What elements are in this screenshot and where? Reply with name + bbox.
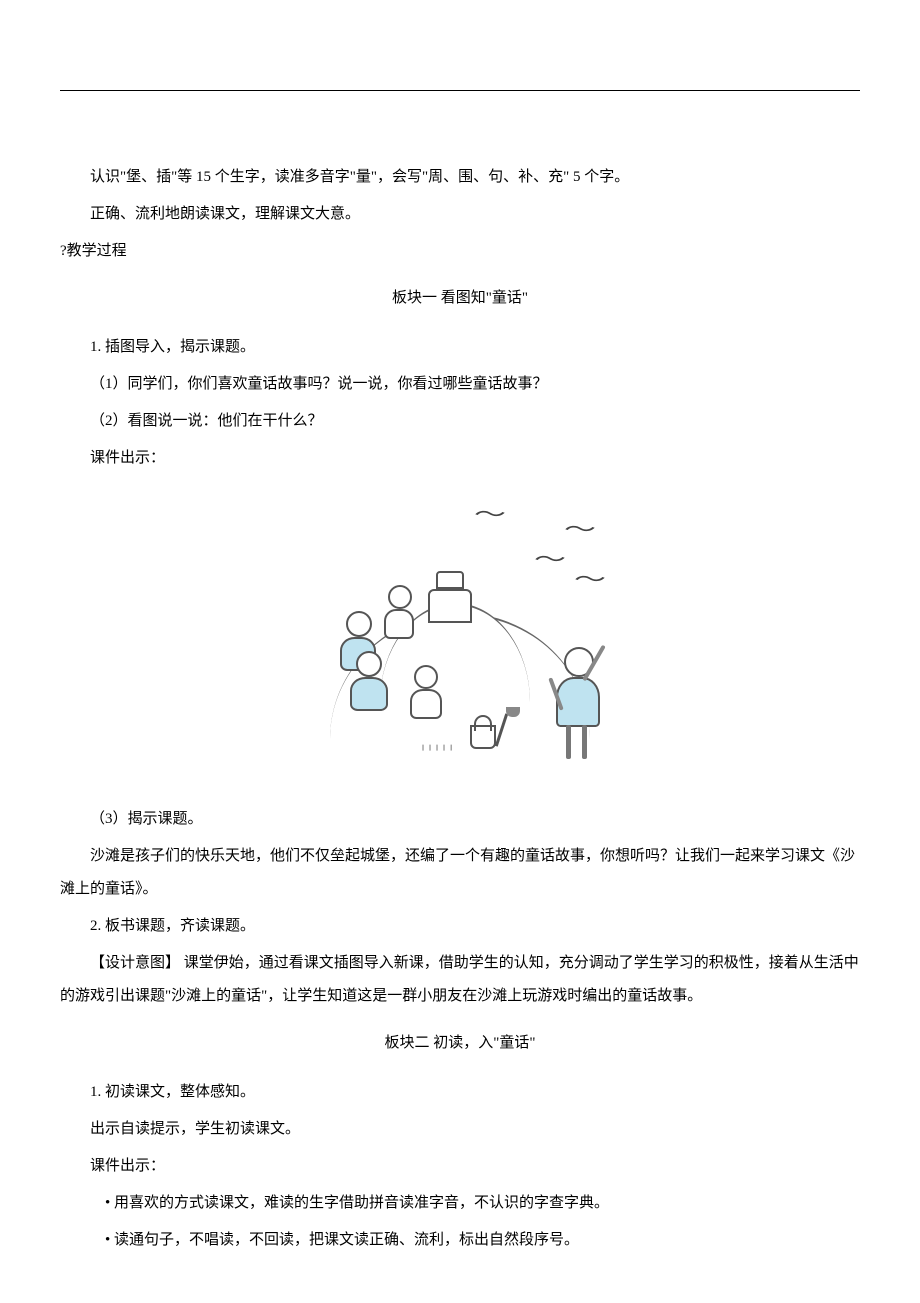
block1-title: 板块一 看图知"童话" — [60, 282, 860, 315]
bird-icon: 〜 — [564, 513, 596, 542]
goal-1-text: 认识"堡、插"等 15 个生字，读准多音字"量"，会写"周、围、句、补、充" 5… — [90, 169, 629, 185]
goal-1: 认识"堡、插"等 15 个生字，读准多音字"量"，会写"周、围、句、补、充" 5… — [60, 161, 860, 194]
block1-p1: 1. 插图导入，揭示课题。 — [60, 331, 860, 364]
bird-icon: 〜 — [474, 498, 506, 527]
teaching-process-heading: ?教学过程 — [60, 235, 860, 268]
goal-2-text: 正确、流利地朗读课文，理解课文大意。 — [90, 206, 360, 222]
castle-tower — [428, 589, 472, 623]
block1-p6: 沙滩是孩子们的快乐天地，他们不仅垒起城堡，还编了一个有趣的童话故事，你想听吗？让… — [60, 840, 860, 906]
block2-p1: 1. 初读课文，整体感知。 — [60, 1076, 860, 1109]
block1-design-intent: 【设计意图】 课堂伊始，通过看课文插图导入新课，借助学生的认知，充分调动了学生学… — [60, 947, 860, 1013]
castle-top — [436, 571, 464, 589]
block1-p2: （1）同学们，你们喜欢童话故事吗？说一说，你看过哪些童话故事？ — [60, 368, 860, 401]
shovel-blade — [506, 707, 520, 717]
block2-bullet1: • 用喜欢的方式读课文，难读的生字借助拼音读准字音，不认识的字查字典。 — [60, 1187, 860, 1220]
block2-title: 板块二 初读，入"童话" — [60, 1027, 860, 1060]
block2-bullet2: • 读通句子，不唱读，不回读，把课文读正确、流利，标出自然段序号。 — [60, 1224, 860, 1257]
block2-p2: 出示自读提示，学生初读课文。 — [60, 1113, 860, 1146]
block1-p7: 2. 板书课题，齐读课题。 — [60, 910, 860, 943]
top-rule — [60, 90, 860, 91]
bird-icon: 〜 — [534, 543, 566, 572]
bucket-icon — [470, 725, 496, 749]
bird-icon: 〜 — [574, 563, 606, 592]
children-sandcastle-illustration: 〜 〜 〜 〜 — [310, 493, 610, 773]
block1-p4: 课件出示： — [60, 442, 860, 475]
illustration-container: 〜 〜 〜 〜 — [60, 493, 860, 773]
block2-p3: 课件出示： — [60, 1150, 860, 1183]
block1-p3: （2）看图说一说：他们在干什么？ — [60, 405, 860, 438]
sand-texture: ╵╵╵╵╵ — [420, 746, 455, 757]
goal-2: 正确、流利地朗读课文，理解课文大意。 — [60, 198, 860, 231]
block1-p5: （3）揭示课题。 — [60, 803, 860, 836]
